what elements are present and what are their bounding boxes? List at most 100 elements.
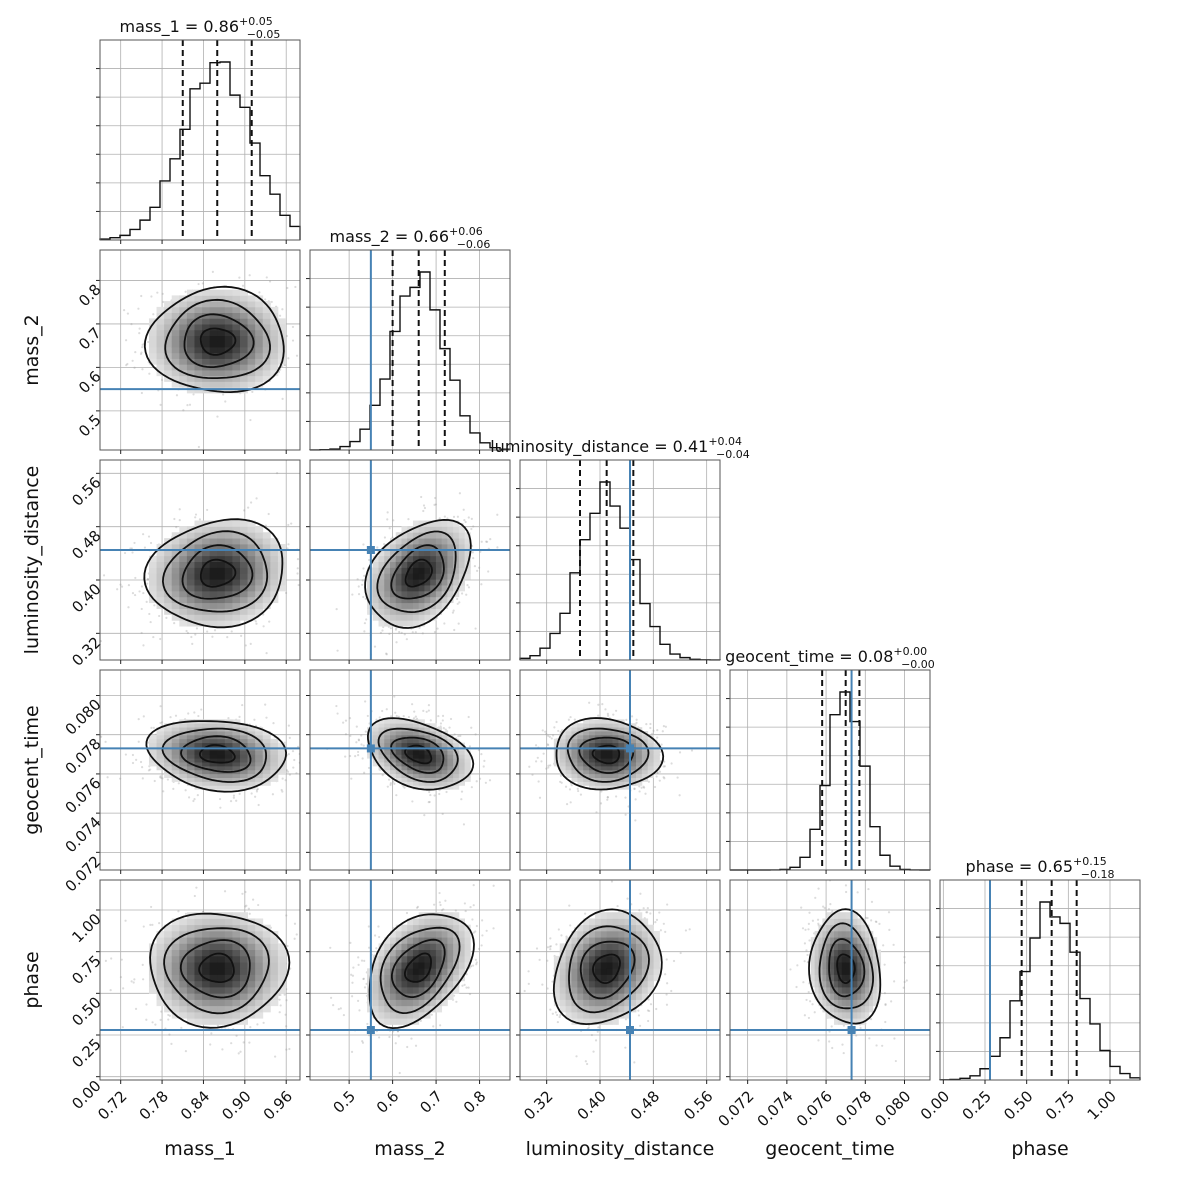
- density-cell: [372, 723, 379, 728]
- density-cell: [164, 734, 173, 740]
- density-cell: [217, 295, 226, 302]
- sample-point: [268, 280, 272, 283]
- density-cell: [270, 590, 279, 598]
- density-cell: [148, 329, 157, 336]
- density-cell: [418, 731, 425, 736]
- density-cell: [156, 590, 165, 598]
- sample-point: [158, 614, 161, 618]
- density-cell: [194, 723, 203, 728]
- density-cell: [156, 731, 165, 736]
- density-cell: [395, 731, 402, 736]
- density-cell: [384, 738, 391, 744]
- sample-point: [310, 776, 312, 778]
- sample-point: [441, 812, 444, 815]
- sample-point: [485, 540, 488, 543]
- density-cell: [164, 318, 173, 325]
- sample-point: [244, 644, 247, 647]
- density-cell: [186, 781, 195, 786]
- density-cell: [148, 555, 157, 562]
- sample-point: [156, 291, 159, 294]
- sample-point: [670, 762, 673, 765]
- density-cell: [384, 769, 391, 775]
- title-upper-error: +0.04: [708, 435, 742, 448]
- sample-point: [196, 794, 199, 797]
- density-cell: [224, 765, 233, 771]
- density-cell: [202, 295, 211, 302]
- density-cell: [441, 567, 448, 574]
- sample-point: [175, 394, 179, 397]
- scatter-panel-luminosity_distance-vs-geocent_time: [516, 669, 721, 874]
- sample-point: [268, 620, 271, 623]
- density-cell: [148, 573, 157, 580]
- sample-point: [211, 270, 214, 273]
- density-cell: [262, 375, 271, 382]
- sample-point: [290, 522, 293, 525]
- sample-point: [184, 789, 187, 792]
- density-cell: [156, 738, 165, 744]
- density-cell: [202, 289, 211, 296]
- density-cell: [224, 620, 233, 627]
- density-cell: [430, 785, 437, 790]
- sample-point: [433, 794, 436, 797]
- density-cell: [186, 324, 195, 331]
- sample-point: [175, 526, 178, 529]
- density-cell: [194, 742, 203, 747]
- density-cell: [262, 765, 271, 771]
- density-cell: [270, 341, 279, 348]
- sample-point: [357, 738, 360, 741]
- density-cell: [171, 734, 180, 740]
- density-cell: [453, 590, 460, 598]
- density-cell: [395, 549, 402, 557]
- sample-point: [449, 717, 453, 721]
- density-cell: [390, 758, 397, 763]
- density-cell: [372, 614, 379, 621]
- density-cell: [156, 306, 165, 314]
- sample-point: [420, 495, 423, 499]
- density-cell: [240, 727, 248, 732]
- density-cell: [171, 602, 180, 609]
- density-cell: [217, 289, 226, 296]
- density-cell: [407, 781, 414, 786]
- sample-point: [434, 496, 437, 500]
- density-cell: [171, 329, 180, 336]
- sample-point: [414, 631, 417, 634]
- density-cell: [171, 555, 180, 562]
- density-cell: [232, 526, 241, 533]
- truth-point: [366, 546, 375, 554]
- density-cell: [255, 347, 264, 354]
- density-cell: [424, 785, 431, 790]
- density-cell: [247, 329, 256, 336]
- density-cell: [247, 596, 256, 604]
- panel-frame: [99, 39, 301, 241]
- sample-point: [479, 550, 482, 553]
- sample-point: [102, 574, 106, 577]
- sample-point: [400, 631, 403, 634]
- density-cell: [217, 544, 226, 551]
- density-cell: [148, 585, 157, 592]
- contour-level-4: [364, 518, 472, 629]
- sample-point: [460, 592, 464, 595]
- density-cell: [209, 358, 218, 365]
- density-cell: [194, 381, 203, 388]
- y-tick-label: 0.40: [68, 580, 104, 616]
- density-cell: [240, 549, 248, 557]
- density-cell: [412, 614, 420, 621]
- sample-point: [489, 538, 492, 541]
- sample-point: [418, 626, 421, 629]
- density-cell: [156, 585, 165, 592]
- sample-point: [232, 796, 235, 799]
- sample-point: [286, 286, 289, 290]
- sample-point: [496, 546, 499, 549]
- density-cell: [384, 614, 391, 621]
- density-cell: [424, 781, 431, 786]
- sample-point: [458, 601, 461, 604]
- sample-cloud: [326, 695, 492, 826]
- sample-point: [325, 304, 327, 306]
- sample-point: [474, 627, 477, 630]
- density-cell: [240, 364, 248, 371]
- density-cell: [171, 585, 180, 592]
- sample-point: [100, 735, 103, 738]
- sample-point: [407, 518, 410, 521]
- density-cell: [430, 758, 437, 763]
- density-cell: [247, 555, 256, 562]
